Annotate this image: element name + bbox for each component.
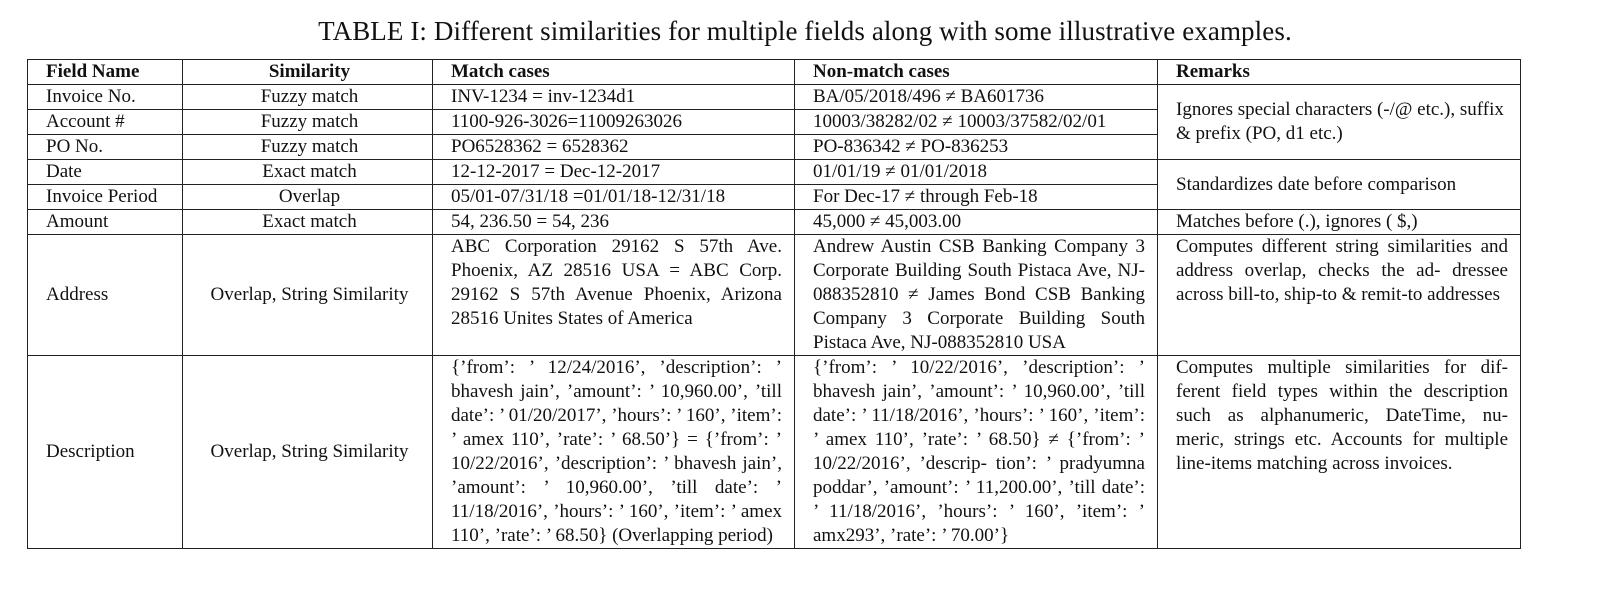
header-row: Field Name Similarity Match cases Non-ma… <box>27 59 1521 85</box>
field-name-cell: PO No. <box>27 134 183 160</box>
table-row: Account # Fuzzy match 1100-926-3026=1100… <box>27 109 1521 135</box>
field-name-cell: Address <box>27 234 183 356</box>
match-case-cell: INV-1234 = inv-1234d1 <box>432 84 795 110</box>
similarity-cell: Overlap, String Similarity <box>182 234 433 356</box>
remark-cell: Matches before (.), ignores ( $,) <box>1157 209 1521 235</box>
field-name-cell: Date <box>27 159 183 185</box>
table-row: Amount Exact match 54, 236.50 = 54, 236 … <box>27 209 1521 235</box>
match-case-cell: 54, 236.50 = 54, 236 <box>432 209 795 235</box>
header-field-name: Field Name <box>27 59 183 85</box>
similarity-cell: Exact match <box>182 209 433 235</box>
table-row: Address Overlap, String Similarity ABC C… <box>27 234 1521 356</box>
table-row: PO No. Fuzzy match PO6528362 = 6528362 P… <box>27 134 1521 160</box>
table-row: Description Overlap, String Similarity {… <box>27 355 1521 549</box>
similarity-cell: Fuzzy match <box>182 109 433 135</box>
match-case-cell: ABC Corporation 29162 S 57th Ave. Phoeni… <box>432 234 795 356</box>
similarity-cell: Fuzzy match <box>182 134 433 160</box>
non-match-case-cell: Andrew Austin CSB Banking Company 3 Corp… <box>794 234 1158 356</box>
table-row: Invoice Period Overlap 05/01-07/31/18 =0… <box>27 184 1521 210</box>
similarity-cell: Exact match <box>182 159 433 185</box>
field-name-cell: Description <box>27 355 183 549</box>
table-row: Invoice No. Fuzzy match INV-1234 = inv-1… <box>27 84 1521 160</box>
non-match-case-cell: PO-836342 ≠ PO-836253 <box>794 134 1158 160</box>
similarity-table: Field Name Similarity Match cases Non-ma… <box>27 59 1521 549</box>
remark-cell-identifiers: Ignores special characters (-/@ etc.), s… <box>1157 84 1521 160</box>
non-match-case-cell: For Dec-17 ≠ through Feb-18 <box>794 184 1158 210</box>
match-case-cell: 1100-926-3026=11009263026 <box>432 109 795 135</box>
non-match-case-cell: 45,000 ≠ 45,003.00 <box>794 209 1158 235</box>
header-non-match-cases: Non-match cases <box>794 59 1158 85</box>
non-match-case-cell: BA/05/2018/496 ≠ BA601736 <box>794 84 1158 110</box>
match-case-cell: 05/01-07/31/18 =01/01/18-12/31/18 <box>432 184 795 210</box>
table-row: Date Exact match 12-12-2017 = Dec-12-201… <box>27 159 1521 210</box>
field-name-cell: Invoice No. <box>27 84 183 110</box>
header-remarks: Remarks <box>1157 59 1521 85</box>
field-name-cell: Account # <box>27 109 183 135</box>
match-case-cell: {’from’: ’ 12/24/2016’, ’description’: ’… <box>432 355 795 549</box>
non-match-case-cell: 10003/38282/02 ≠ 10003/37582/02/01 <box>794 109 1158 135</box>
non-match-case-cell: 01/01/19 ≠ 01/01/2018 <box>794 159 1158 185</box>
remark-cell: Computes multiple similarities for dif- … <box>1157 355 1521 549</box>
header-match-cases: Match cases <box>432 59 795 85</box>
field-name-cell: Amount <box>27 209 183 235</box>
non-match-case-cell: {’from’: ’ 10/22/2016’, ’description’: ’… <box>794 355 1158 549</box>
remark-cell: Computes different string similarities a… <box>1157 234 1521 356</box>
header-similarity: Similarity <box>182 59 433 85</box>
table-caption: TABLE I: Different similarities for mult… <box>318 16 1292 46</box>
similarity-cell: Overlap <box>182 184 433 210</box>
similarity-cell: Overlap, String Similarity <box>182 355 433 549</box>
remark-cell-dates: Standardizes date before comparison <box>1157 159 1521 210</box>
similarity-cell: Fuzzy match <box>182 84 433 110</box>
match-case-cell: 12-12-2017 = Dec-12-2017 <box>432 159 795 185</box>
field-name-cell: Invoice Period <box>27 184 183 210</box>
match-case-cell: PO6528362 = 6528362 <box>432 134 795 160</box>
